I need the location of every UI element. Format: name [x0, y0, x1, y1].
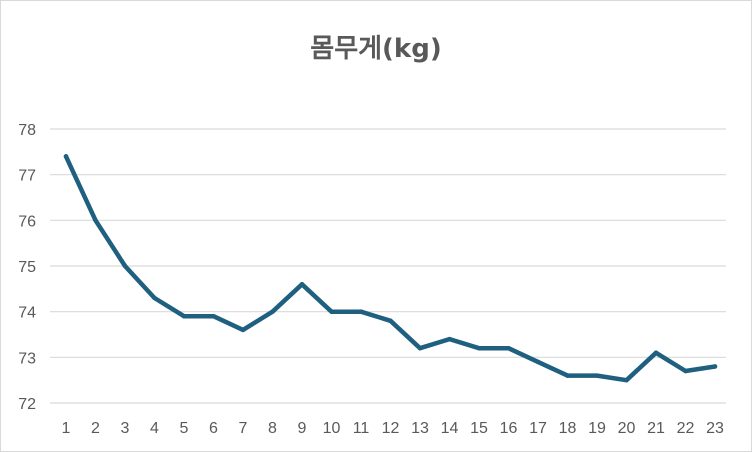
data-point — [565, 373, 570, 378]
data-point — [240, 327, 246, 333]
y-tick-label: 77 — [18, 168, 36, 185]
data-point — [476, 345, 482, 351]
data-point — [624, 377, 629, 383]
x-tick-label: 17 — [529, 420, 547, 437]
y-tick-label: 75 — [18, 259, 36, 276]
series-line-0 — [63, 154, 718, 383]
data-point — [653, 350, 659, 356]
data-point — [270, 309, 275, 314]
x-tick-label: 2 — [91, 420, 100, 437]
x-tick-label: 9 — [298, 420, 307, 437]
data-point — [181, 313, 187, 319]
data-point — [358, 309, 364, 314]
x-tick-label: 14 — [441, 420, 459, 437]
x-tick-label: 4 — [150, 420, 159, 437]
x-tick-label: 10 — [323, 420, 341, 437]
x-tick-label: 20 — [618, 420, 636, 437]
x-tick-label: 18 — [559, 420, 577, 437]
x-tick-label: 15 — [470, 420, 488, 437]
data-point — [594, 373, 600, 378]
data-point — [63, 154, 69, 159]
data-point — [329, 309, 334, 314]
data-point — [535, 359, 541, 365]
x-tick-label: 6 — [209, 420, 218, 437]
data-point — [388, 318, 393, 324]
series-layer — [63, 154, 718, 383]
x-tick-label: 1 — [62, 420, 71, 437]
x-tick-label: 21 — [647, 420, 665, 437]
gridlines — [50, 128, 726, 404]
x-tick-label: 16 — [500, 420, 518, 437]
chart-title: 몸무게(kg) — [310, 34, 442, 64]
x-tick-label: 19 — [588, 420, 606, 437]
x-tick-label: 13 — [411, 420, 429, 437]
x-tick-label: 3 — [121, 420, 130, 437]
y-tick-label: 78 — [18, 122, 36, 139]
x-tick-label: 5 — [180, 420, 189, 437]
data-point — [93, 218, 98, 223]
data-point — [152, 295, 157, 301]
y-tick-label: 76 — [18, 213, 36, 230]
x-tick-label: 7 — [239, 420, 248, 437]
y-tick-label: 72 — [18, 396, 36, 413]
data-point — [299, 282, 305, 287]
data-point — [417, 345, 423, 351]
data-point — [506, 345, 511, 351]
data-point — [447, 336, 452, 342]
x-tick-label: 11 — [353, 420, 370, 437]
data-point — [122, 263, 128, 269]
x-axis-ticks: 1 2 3 4 5 6 7 8 9 10 11 12 13 14 15 16 17 18 19 20 21 22 23 — [62, 420, 724, 437]
x-tick-label: 8 — [268, 420, 277, 437]
y-axis-ticks: 72 73 74 75 76 77 78 — [18, 122, 36, 413]
y-tick-label: 74 — [18, 305, 36, 322]
data-point — [211, 313, 216, 319]
y-tick-label: 73 — [18, 350, 36, 367]
x-tick-label: 22 — [677, 420, 695, 437]
data-point — [712, 364, 718, 369]
x-tick-label: 12 — [382, 420, 400, 437]
x-tick-label: 23 — [706, 420, 724, 437]
data-point — [683, 368, 688, 374]
